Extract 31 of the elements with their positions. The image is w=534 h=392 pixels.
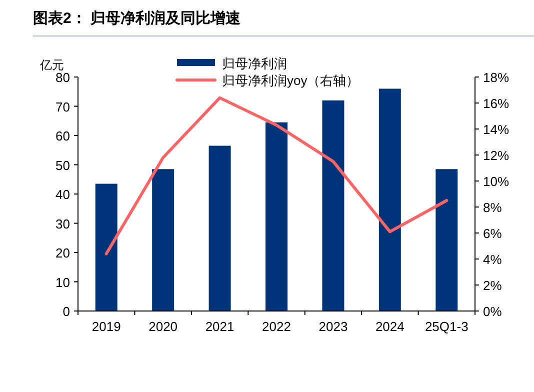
y2-tick-label: 12% xyxy=(483,148,510,163)
y2-tick-label: 6% xyxy=(483,226,502,241)
y-tick-label: 0 xyxy=(62,304,70,319)
chart-title: 图表2： 归母净利润及同比增速 xyxy=(33,9,242,27)
y-tick-label: 10 xyxy=(56,274,70,290)
y2-tick-label: 18% xyxy=(483,70,510,85)
y-tick-label: 70 xyxy=(56,99,70,114)
x-tick-label: 2023 xyxy=(318,319,348,334)
x-tick-label: 2021 xyxy=(205,319,234,334)
y2-tick-label: 4% xyxy=(483,252,502,267)
line-series xyxy=(104,96,448,256)
x-tick-label: 2020 xyxy=(148,319,178,334)
y2-tick-label: 0% xyxy=(483,304,502,319)
y-tick-label: 40 xyxy=(56,187,70,202)
y-tick-label: 20 xyxy=(56,246,70,260)
y-axis-title: 亿元 xyxy=(39,58,64,72)
x-tick-label: 25Q1-3 xyxy=(424,319,468,334)
y-tick-label: 50 xyxy=(56,158,70,173)
y2-tick-label: 2% xyxy=(483,278,502,293)
x-tick-label: 2022 xyxy=(262,319,291,334)
legend-label: 归母净利润 xyxy=(222,56,287,71)
y2-tick-label: 16% xyxy=(483,96,510,111)
y-tick-label: 30 xyxy=(56,216,70,232)
y2-tick-label: 14% xyxy=(483,122,510,137)
x-tick-label: 2019 xyxy=(92,319,121,334)
x-tick-label: 2024 xyxy=(375,319,404,334)
legend-label: 归母净利润yoy（右轴） xyxy=(222,73,360,88)
y-tick-label: 80 xyxy=(56,70,70,85)
y-tick-label: 60 xyxy=(56,128,70,144)
y2-tick-label: 8% xyxy=(483,200,502,215)
y2-tick-label: 10% xyxy=(483,174,510,189)
